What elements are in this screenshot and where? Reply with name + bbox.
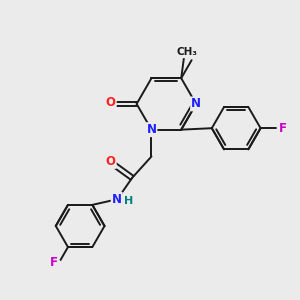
Text: O: O	[106, 96, 116, 109]
Text: CH₃: CH₃	[177, 47, 198, 57]
Text: N: N	[191, 98, 201, 110]
Text: N: N	[146, 123, 157, 136]
Text: F: F	[279, 122, 286, 135]
Text: O: O	[106, 155, 116, 168]
Text: N: N	[112, 193, 122, 206]
Text: H: H	[124, 196, 133, 206]
Text: F: F	[50, 256, 58, 269]
